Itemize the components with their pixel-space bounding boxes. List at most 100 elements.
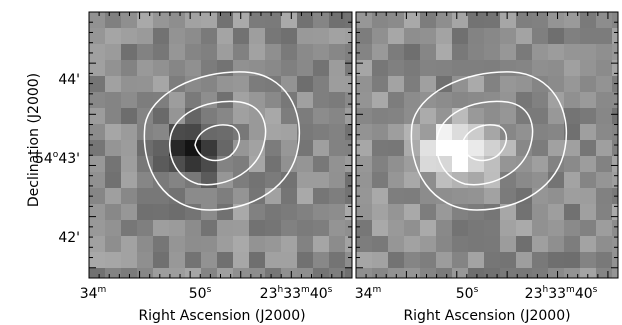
- image-pixel: [404, 172, 420, 188]
- image-pixel: [329, 172, 345, 188]
- image-pixel: [137, 252, 153, 268]
- image-pixel: [89, 204, 105, 220]
- image-pixel: [105, 44, 121, 60]
- image-pixel: [121, 108, 137, 124]
- image-pixel: [105, 60, 121, 76]
- image-pixel: [484, 28, 500, 44]
- image-pixel: [484, 92, 500, 108]
- image-pixel: [388, 252, 404, 268]
- image-pixel: [596, 92, 612, 108]
- image-pixel: [233, 76, 249, 92]
- image-pixel: [201, 268, 217, 278]
- image-pixel: [313, 188, 329, 204]
- image-pixel: [580, 220, 596, 236]
- image-pixel: [580, 268, 596, 278]
- image-pixel: [121, 28, 137, 44]
- image-pixel: [297, 172, 313, 188]
- image-pixel: [265, 44, 281, 60]
- image-pixel: [281, 44, 297, 60]
- image-pixel: [356, 220, 372, 236]
- image-pixel: [297, 220, 313, 236]
- image-pixel: [185, 140, 201, 156]
- image-pixel: [612, 156, 618, 172]
- image-pixel: [329, 92, 345, 108]
- image-pixel: [217, 236, 233, 252]
- image-pixel: [372, 92, 388, 108]
- image-pixel: [516, 108, 532, 124]
- image-pixel: [153, 108, 169, 124]
- image-pixel: [121, 156, 137, 172]
- image-pixel: [404, 204, 420, 220]
- image-pixel: [281, 12, 297, 28]
- image-pixel: [297, 92, 313, 108]
- image-pixel: [596, 172, 612, 188]
- image-pixel: [580, 140, 596, 156]
- image-pixel: [388, 60, 404, 76]
- image-pixel: [185, 60, 201, 76]
- image-pixel: [452, 204, 468, 220]
- image-pixel: [420, 172, 436, 188]
- image-pixel: [500, 268, 516, 278]
- image-pixel: [420, 252, 436, 268]
- image-pixel: [532, 252, 548, 268]
- image-pixel: [281, 204, 297, 220]
- image-pixel: [249, 188, 265, 204]
- image-pixel: [356, 140, 372, 156]
- image-pixel: [121, 140, 137, 156]
- image-pixel: [329, 76, 345, 92]
- image-pixel: [233, 12, 249, 28]
- image-pixel: [281, 220, 297, 236]
- image-pixel: [137, 44, 153, 60]
- image-pixel: [249, 60, 265, 76]
- image-pixel: [532, 172, 548, 188]
- image-pixel: [201, 124, 217, 140]
- image-pixel: [420, 268, 436, 278]
- image-pixel: [484, 236, 500, 252]
- image-pixel: [388, 44, 404, 60]
- image-pixel: [313, 172, 329, 188]
- image-pixel: [388, 156, 404, 172]
- image-pixel: [612, 172, 618, 188]
- image-pixel: [201, 204, 217, 220]
- image-pixel: [356, 268, 372, 278]
- image-pixel: [612, 220, 618, 236]
- image-pixel: [137, 188, 153, 204]
- image-pixel: [420, 108, 436, 124]
- image-pixel: [121, 12, 137, 28]
- image-pixel: [169, 60, 185, 76]
- image-pixel: [313, 108, 329, 124]
- image-pixel: [185, 268, 201, 278]
- image-pixel: [313, 140, 329, 156]
- image-pixel: [548, 188, 564, 204]
- image-pixel: [121, 220, 137, 236]
- image-pixel: [404, 220, 420, 236]
- image-pixel: [121, 60, 137, 76]
- image-pixel: [329, 268, 345, 278]
- image-pixel: [580, 28, 596, 44]
- image-pixel: [452, 220, 468, 236]
- image-pixel: [580, 108, 596, 124]
- image-pixel: [233, 124, 249, 140]
- image-pixel: [580, 12, 596, 28]
- image-pixel: [329, 60, 345, 76]
- image-pixel: [580, 172, 596, 188]
- image-pixel: [153, 124, 169, 140]
- image-pixel: [249, 28, 265, 44]
- image-pixel: [468, 268, 484, 278]
- image-pixel: [420, 76, 436, 92]
- image-pixel: [548, 252, 564, 268]
- image-pixel: [548, 108, 564, 124]
- right-panel-ticks: [355, 11, 619, 279]
- image-pixel: [249, 12, 265, 28]
- image-pixel: [233, 252, 249, 268]
- image-pixel: [233, 108, 249, 124]
- image-pixel: [436, 236, 452, 252]
- image-pixel: [137, 220, 153, 236]
- image-pixel: [564, 220, 580, 236]
- image-pixel: [217, 76, 233, 92]
- image-pixel: [105, 172, 121, 188]
- image-pixel: [532, 108, 548, 124]
- image-pixel: [468, 236, 484, 252]
- image-pixel: [420, 44, 436, 60]
- image-pixel: [281, 28, 297, 44]
